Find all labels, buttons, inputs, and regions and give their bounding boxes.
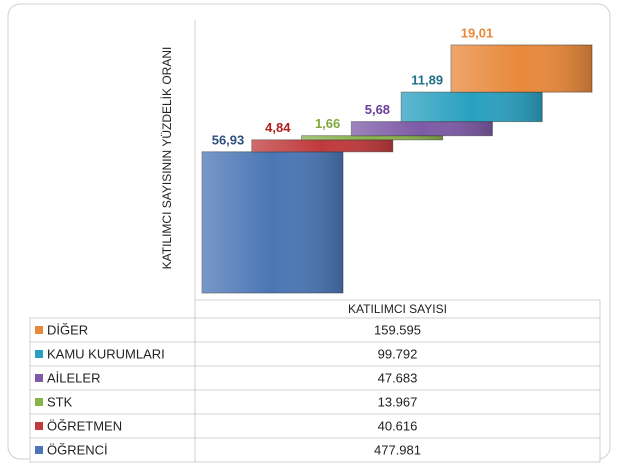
bar-shine <box>451 44 592 93</box>
legend-label: STK <box>47 394 73 409</box>
legend-swatch <box>35 398 43 406</box>
table-cell <box>194 437 601 463</box>
value-label: 1,66 <box>315 116 340 131</box>
legend-swatch <box>35 374 43 382</box>
table-row-label-cell <box>29 389 196 415</box>
legend-swatch <box>35 350 43 358</box>
value-label: 5,68 <box>365 102 390 117</box>
legend-swatch <box>35 326 43 334</box>
table-cell <box>194 365 601 391</box>
bar-shine <box>251 139 393 152</box>
value-label: 56,93 <box>212 132 245 147</box>
legend-swatch <box>35 422 43 430</box>
table-value: 40.616 <box>378 418 418 433</box>
value-label: 4,84 <box>265 120 291 135</box>
legend-swatch <box>35 446 43 454</box>
value-label: 11,89 <box>411 73 443 88</box>
table-value: 159.595 <box>374 322 421 337</box>
table-value: 47.683 <box>378 370 418 385</box>
table-row-label-cell <box>29 413 196 439</box>
bar-shine <box>301 135 443 140</box>
bar-shine <box>202 151 343 293</box>
bar-shine <box>401 92 543 122</box>
table-value: 477.981 <box>374 442 421 457</box>
table-cell <box>194 389 601 415</box>
y-axis-label: KATILIMCI SAYISININ YÜZDELİK ORANI <box>160 47 174 270</box>
table-row-label-cell <box>29 317 196 343</box>
table-cell <box>194 317 601 343</box>
legend-label: AİLELER <box>47 370 100 385</box>
table-value: 13.967 <box>378 394 418 409</box>
table-cell <box>194 413 601 439</box>
bar-shine <box>351 121 493 136</box>
legend-label: ÖĞRENCİ <box>47 442 108 457</box>
table-row-label-cell <box>29 341 196 367</box>
legend-label: DİĞER <box>47 322 88 337</box>
table-row-label-cell <box>29 365 196 391</box>
legend-label: KAMU KURUMLARI <box>47 346 165 361</box>
table-value: 99.792 <box>378 346 418 361</box>
table-header: KATILIMCI SAYISI <box>348 302 447 316</box>
legend-label: ÖĞRETMEN <box>47 418 122 433</box>
value-label: 19,01 <box>461 25 494 40</box>
